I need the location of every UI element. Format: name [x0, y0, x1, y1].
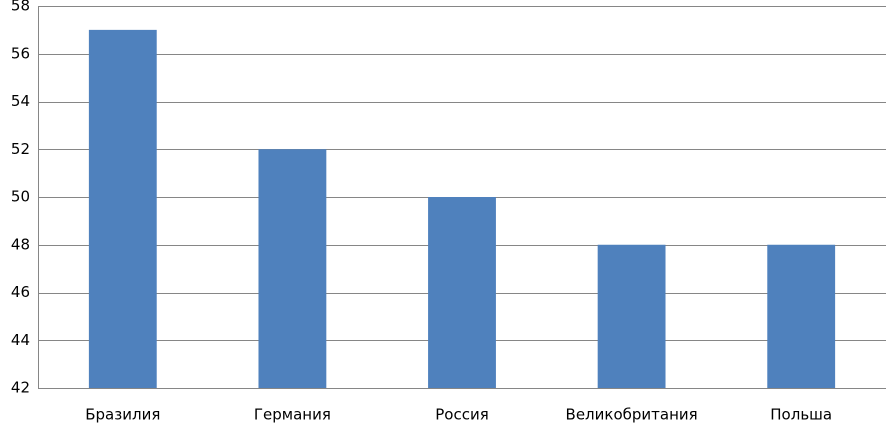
y-tick-label: 58	[11, 0, 30, 15]
y-tick-label: 50	[11, 188, 30, 206]
y-tick-label: 42	[11, 379, 30, 397]
x-tick-label: Германия	[254, 406, 331, 424]
x-tick-label: Великобритания	[566, 406, 698, 424]
y-tick-label: 48	[11, 235, 30, 253]
bar	[597, 244, 666, 388]
y-tick-label: 56	[11, 44, 30, 62]
bar	[258, 149, 327, 388]
bar	[428, 197, 496, 388]
y-tick-label: 44	[11, 331, 30, 349]
x-tick-label: Россия	[435, 406, 489, 424]
y-tick-label: 46	[11, 283, 30, 301]
y-tick-label: 54	[11, 92, 30, 110]
bar	[767, 244, 836, 388]
y-tick-label: 52	[11, 140, 30, 158]
x-tick-label: Бразилия	[85, 406, 160, 424]
x-tick-label: Польша	[770, 406, 832, 424]
bar	[88, 29, 157, 388]
